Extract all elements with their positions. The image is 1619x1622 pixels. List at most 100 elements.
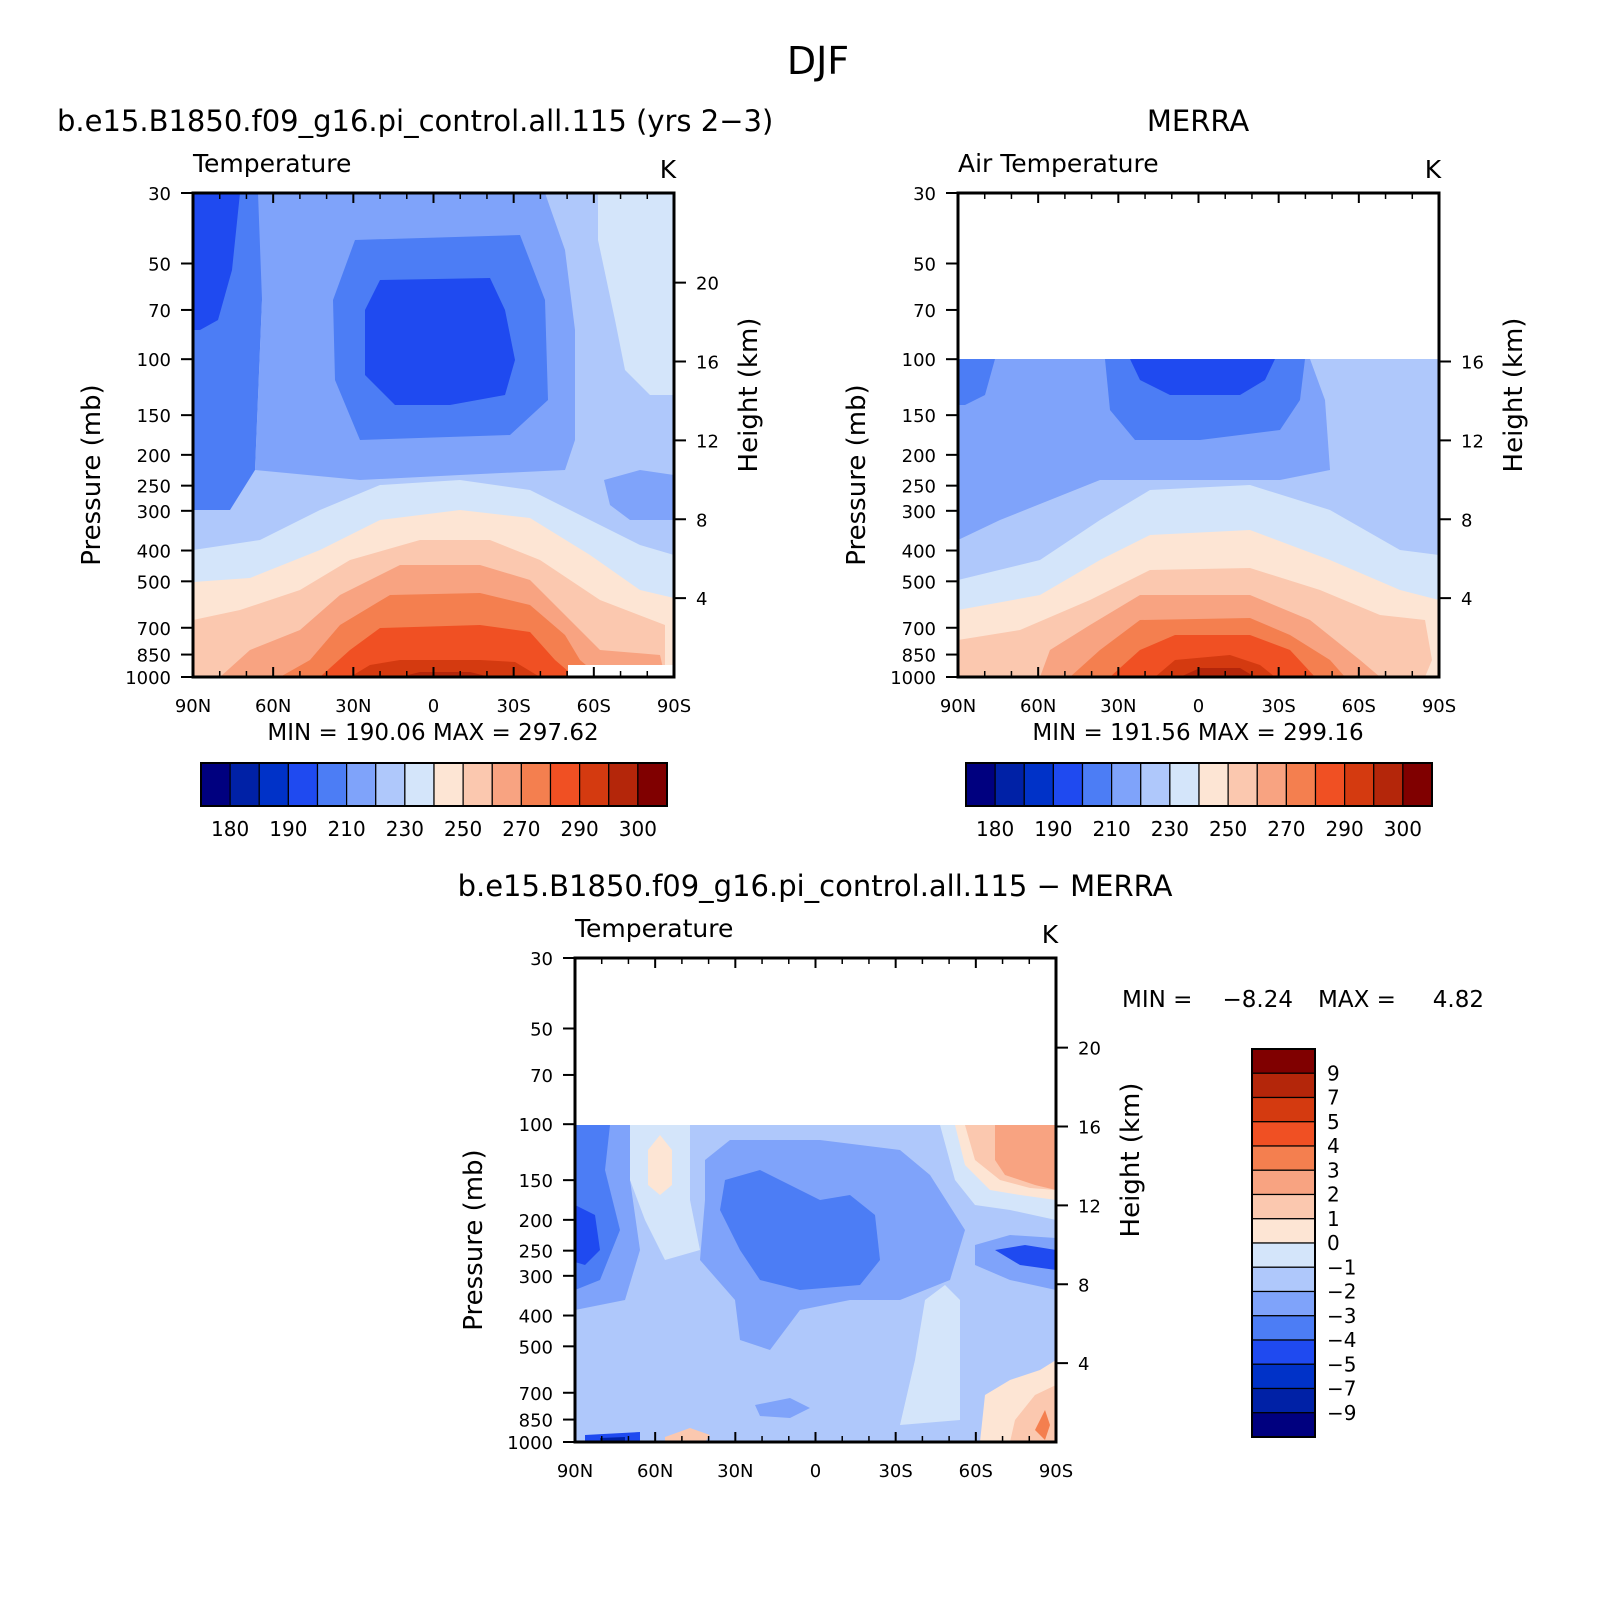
y-tick-label: 500 (137, 572, 171, 593)
y2-tick-label: 12 (1461, 431, 1484, 452)
panel-merra-stats: MIN = 191.56 MAX = 299.16 (1032, 720, 1363, 746)
x-tick-label: 90N (557, 1461, 593, 1482)
colorbar-label: 300 (619, 817, 657, 841)
colorbar-label: 180 (211, 817, 249, 841)
x-tick-label: 30N (717, 1461, 753, 1482)
colorbar-swatch (375, 762, 406, 807)
colorbar-swatch (579, 762, 610, 807)
y-tick-label: 250 (519, 1242, 553, 1263)
y-tick-label: 700 (902, 619, 936, 640)
x-tick-label: 60N (1020, 696, 1056, 717)
colorbar-label: −7 (1327, 1377, 1356, 1401)
colorbar-swatch (1251, 1290, 1316, 1317)
colorbar-label: 250 (444, 817, 482, 841)
colorbar-swatch (1251, 1363, 1316, 1390)
y-tick-label: 400 (519, 1307, 553, 1328)
colorbar-label: 290 (561, 817, 599, 841)
y2-tick-label: 20 (1078, 1039, 1101, 1060)
panel-model-contours (193, 193, 674, 677)
y2-tick-label: 16 (696, 353, 719, 374)
panel-model: b.e15.B1850.f09_g16.pi_control.all.115 (… (57, 104, 773, 841)
colorbar-swatch (1140, 762, 1171, 807)
panel-diff-min-value: −8.24 (1223, 987, 1293, 1013)
colorbar-swatch (1251, 1072, 1316, 1099)
colorbar-swatch (994, 762, 1025, 807)
y2-axis-title: Height (km) (734, 318, 764, 473)
colorbar-swatch (287, 762, 319, 807)
x-tick-label: 30N (1100, 696, 1136, 717)
panel-merra-contours (958, 359, 1439, 677)
x-tick-label: 90S (657, 696, 691, 717)
colorbar-label: −1 (1327, 1255, 1356, 1279)
colorbar-label: 4 (1327, 1134, 1340, 1158)
x-tick-label: 90N (175, 696, 211, 717)
colorbar-swatch (1402, 762, 1433, 807)
x-tick-label: 0 (810, 1461, 821, 1482)
x-tick-label: 60N (637, 1461, 673, 1482)
panel-diff-title: b.e15.B1850.f09_g16.pi_control.all.115 −… (458, 869, 1173, 903)
panel-model-colorbar: 180 190 210 230 250 270 290 300 (200, 762, 668, 841)
y-axis-title: Pressure (mb) (77, 384, 107, 565)
y-tick-label: 70 (148, 301, 171, 322)
y-tick-label: 250 (902, 477, 936, 498)
y-tick-label: 1000 (890, 668, 936, 689)
panel-diff-min-label: MIN = (1122, 987, 1192, 1013)
colorbar-swatch (520, 762, 552, 807)
colorbar-swatch (229, 762, 260, 807)
panel-diff-axes: 90N 60N 30N 0 30S 60S 90S 30 50 70 100 150 200 250 300… (459, 949, 1146, 1482)
colorbar-label: −3 (1327, 1304, 1356, 1328)
y2-axis-title: Height (km) (1499, 318, 1529, 473)
y-tick-label: 50 (913, 255, 936, 276)
x-tick-label: 60N (255, 696, 291, 717)
colorbar-label: 270 (1267, 817, 1305, 841)
colorbar-swatch (1251, 1242, 1316, 1268)
y-tick-label: 1000 (507, 1433, 553, 1454)
y-tick-label: 150 (519, 1171, 553, 1192)
colorbar-swatch (1023, 762, 1054, 807)
x-tick-label: 0 (1193, 696, 1204, 717)
colorbar-swatch (549, 762, 581, 807)
colorbar-swatch (200, 762, 231, 807)
colorbar-swatch (1052, 762, 1084, 807)
y-tick-label: 250 (137, 477, 171, 498)
panel-merra-right-label: K (1425, 155, 1442, 184)
colorbar-frame (965, 762, 1433, 807)
y-tick-label: 30 (530, 949, 553, 970)
y-tick-label: 70 (913, 301, 936, 322)
colorbar-label: 190 (1034, 817, 1072, 841)
colorbar-label: −5 (1327, 1352, 1356, 1376)
panel-model-right-label: K (660, 155, 677, 184)
panel-diff-left-label: Temperature (574, 914, 733, 943)
y-tick-label: 500 (519, 1337, 553, 1358)
colorbar-swatch (1251, 1145, 1316, 1171)
panel-diff-contours (575, 958, 1056, 1442)
colorbar-swatch (1256, 762, 1287, 807)
colorbar-label: 7 (1327, 1086, 1340, 1110)
y-tick-label: 850 (137, 646, 171, 667)
colorbar-swatch (1251, 1193, 1316, 1220)
colorbar-label: 190 (269, 817, 307, 841)
panel-diff: b.e15.B1850.f09_g16.pi_control.all.115 −… (458, 869, 1484, 1482)
x-tick-label: 90N (940, 696, 976, 717)
colorbar-label: 270 (502, 817, 540, 841)
panel-model-stats: MIN = 190.06 MAX = 297.62 (267, 720, 598, 746)
y-tick-label: 700 (519, 1384, 553, 1405)
y2-tick-label: 12 (696, 431, 719, 452)
colorbar-frame (200, 762, 668, 807)
colorbar-swatch (258, 762, 289, 807)
colorbar-swatch (1251, 1096, 1316, 1123)
colorbar-swatch (1081, 762, 1113, 807)
colorbar-label: 210 (1093, 817, 1131, 841)
colorbar-label: 180 (976, 817, 1014, 841)
colorbar-swatch (1251, 1387, 1316, 1414)
colorbar-frame (1251, 1048, 1316, 1438)
colorbar-swatch (1251, 1218, 1316, 1244)
colorbar-swatch (1251, 1048, 1316, 1074)
colorbar-label: 290 (1326, 817, 1364, 841)
y-tick-label: 200 (137, 446, 171, 467)
colorbar-swatch (1227, 762, 1258, 807)
x-tick-label: 30S (878, 1461, 912, 1482)
colorbar-swatch (433, 762, 464, 807)
